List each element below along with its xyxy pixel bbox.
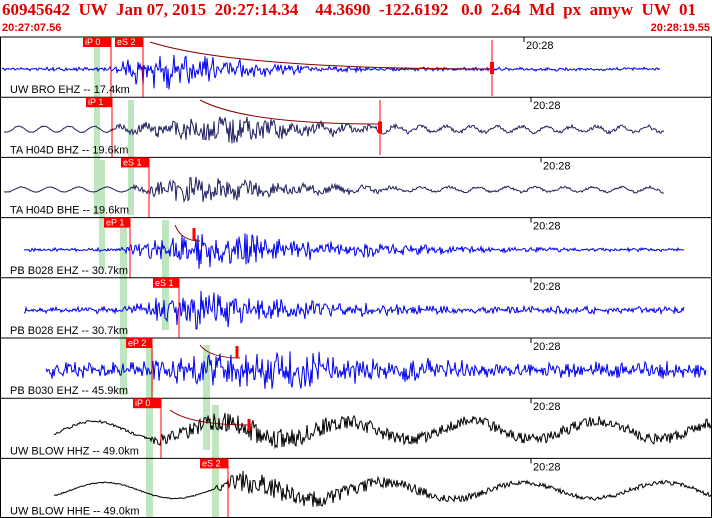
pick-label-box[interactable] bbox=[121, 157, 149, 168]
coda-fit-curve bbox=[149, 41, 491, 70]
amplitude-marker bbox=[235, 346, 239, 358]
pick-label: eS 2 bbox=[202, 458, 221, 468]
station-label: PB B030 EHZ -- 45.9km bbox=[10, 385, 128, 397]
pick-label: iP 0 bbox=[135, 398, 150, 408]
pick-label: eP 2 bbox=[128, 338, 146, 348]
phase-pick[interactable]: eP 1 bbox=[104, 217, 131, 278]
phase-pick[interactable]: iP 0 bbox=[83, 37, 112, 98]
pick-window-band bbox=[99, 160, 105, 270]
waveform-trace[interactable] bbox=[45, 351, 707, 389]
station-label: TA H04D BHZ -- 19.6km bbox=[10, 144, 128, 156]
pick-window-band bbox=[203, 345, 210, 450]
pick-label-box[interactable] bbox=[86, 97, 112, 108]
phase-pick[interactable]: eP 2 bbox=[126, 338, 153, 399]
coda-fit-curve bbox=[174, 224, 201, 242]
waveform-trace[interactable] bbox=[53, 412, 712, 450]
event-summary-title: 60945642 UW Jan 07, 2015 20:27:14.34 44.… bbox=[2, 0, 712, 19]
waveform-trace[interactable] bbox=[3, 116, 665, 144]
minute-label: 20:28 bbox=[533, 341, 561, 353]
seismogram-panel[interactable]: 20:28 eP 2 PB B030 EHZ -- 45.9km bbox=[0, 337, 712, 399]
pick-window-band bbox=[120, 220, 127, 395]
window-end-time: 20:28:19.55 bbox=[650, 22, 710, 34]
event-header: 60945642 UW Jan 07, 2015 20:27:14.34 44.… bbox=[0, 0, 712, 36]
seismogram-panel[interactable]: 20:28 iP 1 TA H04D BHZ -- 19.6km bbox=[0, 96, 712, 158]
phase-pick[interactable]: iP 1 bbox=[86, 97, 113, 158]
seismogram-panel[interactable]: 20:28 eP 1 PB B028 EHZ -- 30.7km bbox=[0, 217, 712, 278]
minute-label: 20:28 bbox=[533, 100, 561, 112]
window-start-time: 20:27:07.56 bbox=[2, 22, 62, 34]
phase-pick[interactable]: eS 2 bbox=[115, 37, 144, 98]
station-label: PB B028 EHZ -- 30.7km bbox=[10, 265, 128, 277]
station-label: UW BLOW HHE -- 49.0km bbox=[10, 506, 140, 518]
coda-fit-curve bbox=[199, 344, 241, 359]
pick-label: eS 2 bbox=[117, 37, 136, 47]
pick-label-box[interactable] bbox=[153, 277, 179, 288]
phase-pick[interactable]: eS 1 bbox=[153, 277, 180, 338]
minute-label: 20:28 bbox=[533, 281, 561, 293]
pick-label-box[interactable] bbox=[133, 398, 161, 409]
minute-label: 20:28 bbox=[533, 221, 561, 233]
minute-label: 20:28 bbox=[543, 160, 571, 172]
seismogram-panel[interactable]: 20:28 eS 1 TA H04D BHE -- 19.6km bbox=[0, 156, 712, 218]
pick-label-box[interactable] bbox=[115, 37, 143, 47]
amplitude-marker bbox=[192, 228, 196, 240]
phase-pick[interactable]: iP 0 bbox=[133, 398, 162, 459]
phase-pick[interactable]: eS 1 bbox=[121, 157, 150, 218]
seismogram-panel[interactable]: 20:28 iP 0 UW BLOW HHZ -- 49.0km bbox=[0, 397, 712, 459]
seismogram-panel[interactable]: 20:28 eS 2 UW BLOW HHE -- 49.0km bbox=[0, 457, 712, 518]
pick-label: iP 0 bbox=[85, 37, 100, 47]
minute-label: 20:28 bbox=[533, 461, 561, 473]
pick-window-band bbox=[162, 220, 169, 330]
waveform-trace[interactable] bbox=[53, 470, 712, 507]
minute-label: 20:28 bbox=[533, 401, 561, 413]
pick-label: eS 1 bbox=[123, 157, 142, 167]
pick-window-band bbox=[146, 345, 153, 518]
coda-end-tick bbox=[490, 62, 494, 74]
pick-label-box[interactable] bbox=[126, 338, 152, 348]
minute-label: 20:28 bbox=[526, 40, 554, 52]
amplitude-marker bbox=[247, 419, 251, 431]
station-label: TA H04D BHE -- 19.6km bbox=[10, 205, 129, 217]
pick-label: eS 1 bbox=[155, 278, 174, 288]
phase-pick[interactable]: eS 2 bbox=[200, 458, 229, 518]
coda-fit-curve bbox=[199, 99, 381, 125]
pick-label: iP 1 bbox=[88, 97, 103, 107]
pick-label-box[interactable] bbox=[104, 217, 130, 228]
seismogram-panel[interactable]: 20:28 eS 1 PB B028 EHZ -- 30.7km bbox=[0, 277, 712, 338]
seismogram-panel[interactable]: 20:28 iP 0 eS 2 UW BRO EHZ -- 17.4km bbox=[0, 36, 712, 98]
waveform-trace[interactable] bbox=[1, 54, 661, 90]
pick-label-box[interactable] bbox=[83, 37, 111, 47]
waveform-trace[interactable] bbox=[24, 290, 685, 330]
coda-fit-curve bbox=[169, 409, 251, 426]
station-label: UW BLOW HHZ -- 49.0km bbox=[10, 445, 139, 457]
station-label: PB B028 EHZ -- 30.7km bbox=[10, 325, 128, 337]
coda-end-tick bbox=[378, 121, 382, 134]
pick-label: eP 1 bbox=[106, 218, 124, 228]
waveform-trace[interactable] bbox=[3, 176, 665, 203]
station-label: UW BRO EHZ -- 17.4km bbox=[10, 84, 130, 96]
waveform-trace[interactable] bbox=[23, 233, 685, 269]
pick-label-box[interactable] bbox=[200, 458, 228, 469]
